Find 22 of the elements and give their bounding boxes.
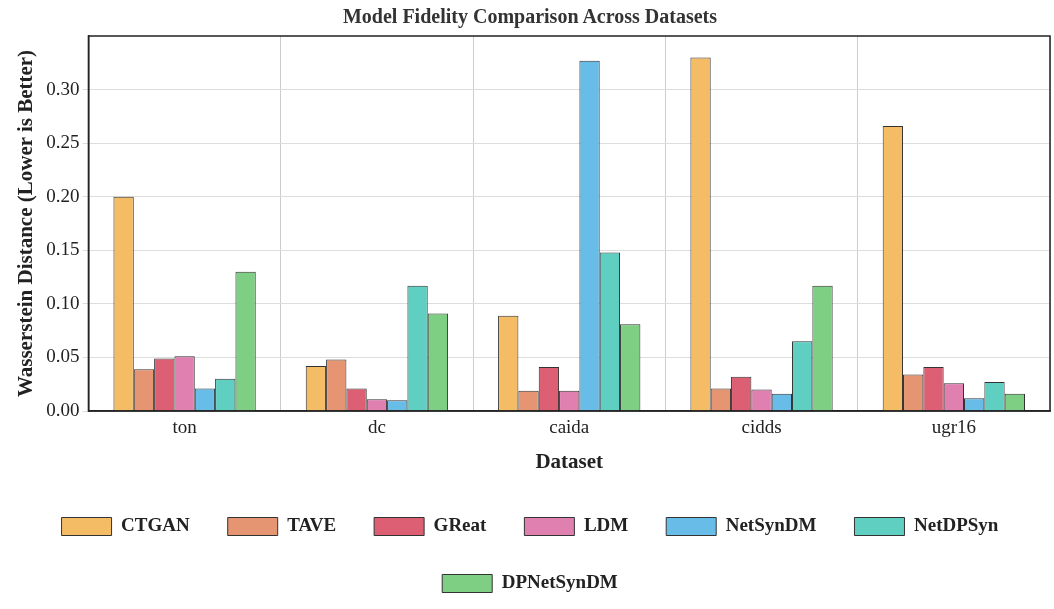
y-axis-title: Wasserstein Distance (Lower is Better) bbox=[13, 49, 38, 398]
y-tick-label: 0.30 bbox=[46, 77, 80, 99]
x-tick-label: ton bbox=[172, 416, 198, 438]
legend-label: LDM bbox=[583, 514, 629, 536]
legend-label: GReat bbox=[433, 514, 488, 536]
x-tick-label: caida bbox=[549, 416, 590, 438]
x-tick-label: ugr16 bbox=[931, 416, 977, 438]
x-tick-label: dc bbox=[367, 416, 386, 438]
legend-label: NetSynDM bbox=[725, 514, 817, 536]
y-tick-label: 0.05 bbox=[46, 345, 80, 367]
legend-label: NetDPSyn bbox=[913, 514, 999, 536]
legend-label: CTGAN bbox=[121, 514, 190, 536]
y-tick-label: 0.10 bbox=[46, 291, 80, 313]
y-tick-label: 0.25 bbox=[46, 131, 80, 153]
y-tick-label: 0.20 bbox=[46, 184, 80, 206]
chart-title: Model Fidelity Comparison Across Datasets bbox=[342, 5, 718, 29]
y-tick-label: 0.00 bbox=[46, 398, 80, 420]
y-tick-label: 0.15 bbox=[46, 238, 80, 260]
legend-label: TAVE bbox=[287, 514, 337, 536]
legend-label: DPNetSynDM bbox=[501, 571, 618, 593]
x-tick-label: cidds bbox=[741, 416, 782, 438]
x-axis-title: Dataset bbox=[535, 448, 604, 473]
